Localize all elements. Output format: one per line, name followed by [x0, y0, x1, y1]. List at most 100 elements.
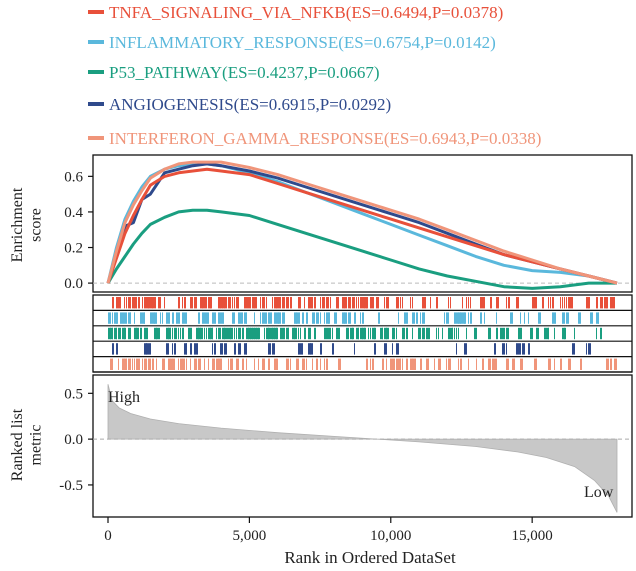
hit-bar — [194, 358, 196, 370]
hit-bar — [588, 343, 591, 355]
hit-bar — [328, 312, 330, 324]
hit-bar — [218, 327, 221, 340]
hit-bar — [260, 297, 261, 309]
hit-bar — [200, 327, 202, 340]
hit-bar — [178, 312, 180, 324]
hit-bar — [522, 343, 525, 355]
hit-bar — [422, 312, 424, 324]
hit-bar — [494, 343, 496, 355]
hit-bar — [172, 312, 174, 324]
hit-bar — [300, 343, 303, 355]
hit-bar — [116, 327, 117, 340]
hit-bar — [134, 297, 137, 309]
hit-bar — [194, 343, 196, 355]
hit-bar — [352, 327, 354, 340]
hit-bar — [294, 327, 297, 340]
hit-bar — [184, 312, 187, 324]
hit-bar — [390, 358, 392, 370]
hit-bar — [450, 297, 451, 309]
hit-bar — [468, 358, 469, 370]
panel-border — [92, 154, 633, 293]
hit-bar — [312, 312, 315, 324]
hit-bar — [136, 327, 138, 340]
hit-bar — [238, 358, 239, 370]
hit-bar — [180, 358, 183, 370]
hit-bar — [144, 358, 146, 370]
hit-bar — [278, 297, 281, 309]
hit-bar — [154, 327, 157, 340]
hit-bar — [158, 297, 160, 309]
hit-bar — [138, 327, 139, 340]
hit-bar — [262, 312, 264, 324]
hit-bar — [230, 327, 233, 340]
hit-bar — [196, 358, 197, 370]
hit-bar — [364, 297, 367, 309]
hit-bar — [264, 312, 267, 324]
high-annotation: High — [108, 389, 140, 406]
hit-bar — [224, 297, 227, 309]
hit-bar — [110, 327, 113, 340]
hit-bar — [550, 297, 551, 309]
hit-bar — [246, 327, 249, 340]
hit-bar — [114, 327, 117, 340]
hit-bar — [136, 358, 138, 370]
hit-bar — [298, 327, 299, 340]
legend: TNFA_SIGNALING_VIA_NFKB(ES=0.6494,P=0.03… — [88, 3, 541, 148]
hit-bar — [148, 297, 150, 309]
hit-bar — [396, 343, 399, 355]
hit-bar — [184, 297, 186, 309]
hit-bar — [514, 358, 515, 370]
hit-bar — [480, 312, 482, 324]
hit-bar — [274, 312, 276, 324]
hit-bar — [236, 358, 238, 370]
hit-bar — [360, 312, 361, 324]
y-axis-label-line: score — [27, 208, 44, 242]
hit-bar — [614, 358, 617, 370]
hit-bar — [446, 358, 447, 370]
hit-bar — [304, 327, 306, 340]
hit-bar — [190, 358, 191, 370]
hit-bar — [172, 343, 173, 355]
hit-bar — [462, 297, 463, 309]
hit-bars-panel — [93, 297, 632, 373]
hit-bar — [298, 358, 299, 370]
hit-bar — [190, 327, 192, 340]
hit-bar — [548, 327, 549, 340]
hit-bar — [128, 358, 131, 370]
hit-bar — [336, 297, 339, 309]
hit-bar — [150, 297, 153, 309]
hit-bar — [296, 312, 298, 324]
hit-bar — [308, 297, 310, 309]
hit-bar — [586, 297, 589, 309]
hit-bar — [382, 358, 384, 370]
es-y-tick-label: 0.6 — [64, 169, 83, 185]
hit-bar — [310, 297, 313, 309]
hit-bar — [220, 297, 223, 309]
es-y-tick-label: 0.0 — [64, 276, 83, 292]
hit-bar — [242, 327, 244, 340]
hit-bar — [280, 327, 282, 340]
hit-bar — [612, 297, 615, 309]
hit-bar — [222, 327, 225, 340]
hit-bar — [248, 297, 251, 309]
hit-bar — [274, 358, 277, 370]
hit-bar — [356, 327, 359, 340]
hit-bar — [516, 343, 518, 355]
hit-bar — [252, 327, 255, 340]
hit-bar — [568, 358, 571, 370]
hit-bar — [228, 358, 229, 370]
hit-bar — [370, 297, 372, 309]
hit-bar — [326, 327, 328, 340]
hit-bar — [184, 358, 185, 370]
hit-bar — [342, 312, 345, 324]
hit-bar — [134, 312, 135, 324]
hit-bar — [212, 312, 214, 324]
hit-bar — [120, 297, 121, 309]
hit-bar — [560, 358, 562, 370]
hit-bar — [268, 327, 270, 340]
hit-bar — [428, 327, 430, 340]
hit-bar — [246, 343, 247, 355]
hit-bar — [444, 312, 445, 324]
hit-bar — [372, 327, 375, 340]
hit-bar — [562, 297, 563, 309]
